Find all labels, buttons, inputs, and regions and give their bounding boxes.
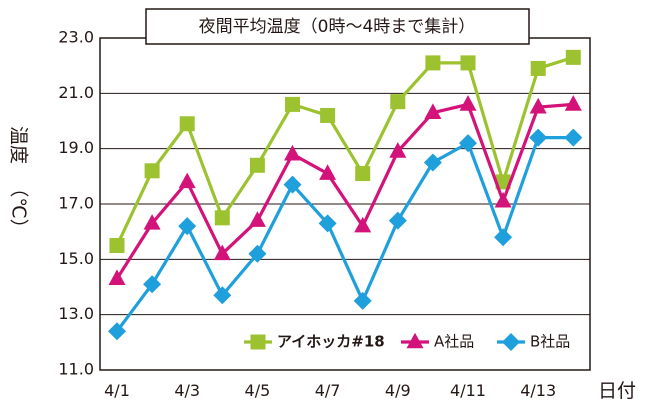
y-tick-label: 17.0 [58, 194, 94, 213]
y-axis-label-main: 温度 [8, 126, 30, 164]
data-point [108, 269, 126, 285]
data-point [318, 214, 337, 233]
data-point [178, 217, 197, 236]
data-point [249, 157, 265, 173]
x-tick-label: 4/5 [245, 381, 271, 400]
data-point [494, 228, 513, 247]
data-point [529, 97, 547, 114]
data-point [423, 153, 442, 172]
x-tick-label: 4/1 [104, 381, 130, 400]
x-axis-label: 日付 [598, 380, 636, 402]
series-0 [109, 49, 581, 253]
data-point [354, 216, 372, 233]
legend-item-2: B社品 [497, 333, 570, 351]
y-tick-label: 21.0 [58, 83, 94, 102]
y-axis-label-unit: （℃） [8, 178, 30, 237]
data-point [143, 214, 161, 230]
x-tick-label: 4/9 [385, 381, 411, 400]
series-1 [108, 95, 582, 285]
y-axis-label: 温度 （℃） [8, 126, 30, 238]
y-tick-label: 15.0 [58, 249, 94, 268]
data-point [459, 134, 477, 153]
x-tick-label: 4/11 [450, 381, 486, 400]
data-point [425, 55, 441, 71]
data-point [284, 144, 301, 161]
x-tick-labels: 4/1 4/3 4/5 4/7 4/9 4/11 4/13 [104, 381, 556, 400]
data-point [179, 116, 195, 132]
legend-label: B社品 [530, 333, 570, 351]
series-layer [108, 49, 583, 341]
data-point [494, 191, 512, 208]
data-point [319, 164, 337, 180]
y-tick-label: 11.0 [58, 360, 94, 379]
series-2 [108, 128, 583, 341]
y-tick-label: 23.0 [58, 28, 94, 47]
x-tick-label: 4/13 [520, 381, 556, 400]
data-point [565, 49, 581, 65]
series-line-2 [115, 136, 574, 333]
legend-label: A社品 [434, 333, 474, 351]
data-point [529, 128, 548, 147]
gridlines [100, 92, 590, 316]
x-tick-label: 4/3 [174, 381, 200, 400]
y-tick-label: 13.0 [58, 304, 94, 323]
series-line-0 [115, 55, 574, 247]
legend-marker [250, 334, 266, 350]
data-point [353, 291, 372, 310]
legend-marker [502, 333, 520, 351]
data-point [530, 60, 546, 76]
data-point [248, 211, 266, 227]
series-line-1 [115, 102, 574, 280]
y-tick-label: 19.0 [58, 138, 94, 157]
legend-item-0: アイホッカ#18 [244, 333, 385, 351]
legend-item-1: A社品 [401, 333, 474, 351]
data-point [495, 174, 511, 190]
data-point [355, 166, 371, 182]
data-point [214, 210, 230, 226]
data-point [320, 107, 336, 123]
data-point [213, 286, 232, 305]
chart-title-box: 夜間平均温度（0時～4時まで集計） [145, 8, 530, 45]
data-point [459, 95, 477, 111]
data-point [285, 96, 300, 112]
data-point [143, 275, 162, 294]
data-point [213, 244, 231, 261]
data-point [564, 95, 582, 111]
chart-title: 夜間平均温度（0時～4時まで集計） [199, 17, 476, 37]
data-point [424, 103, 442, 119]
legend: アイホッカ#18 A社品 B社品 [234, 325, 584, 357]
legend-label: アイホッカ#18 [277, 333, 385, 351]
legend-marker [406, 332, 424, 349]
x-tick-label: 4/7 [315, 381, 341, 400]
data-point [390, 94, 406, 110]
data-point [389, 142, 407, 158]
data-point [248, 244, 267, 263]
data-point [178, 172, 196, 189]
data-point [108, 322, 126, 341]
chart-title-frame [145, 8, 530, 45]
data-point [460, 55, 476, 71]
data-point [109, 238, 125, 253]
data-point [388, 211, 407, 230]
data-point [144, 163, 160, 179]
y-tick-labels: 11.0 13.0 15.0 17.0 19.0 21.0 23.0 [58, 28, 94, 379]
data-point [564, 128, 583, 147]
data-point [283, 175, 302, 194]
